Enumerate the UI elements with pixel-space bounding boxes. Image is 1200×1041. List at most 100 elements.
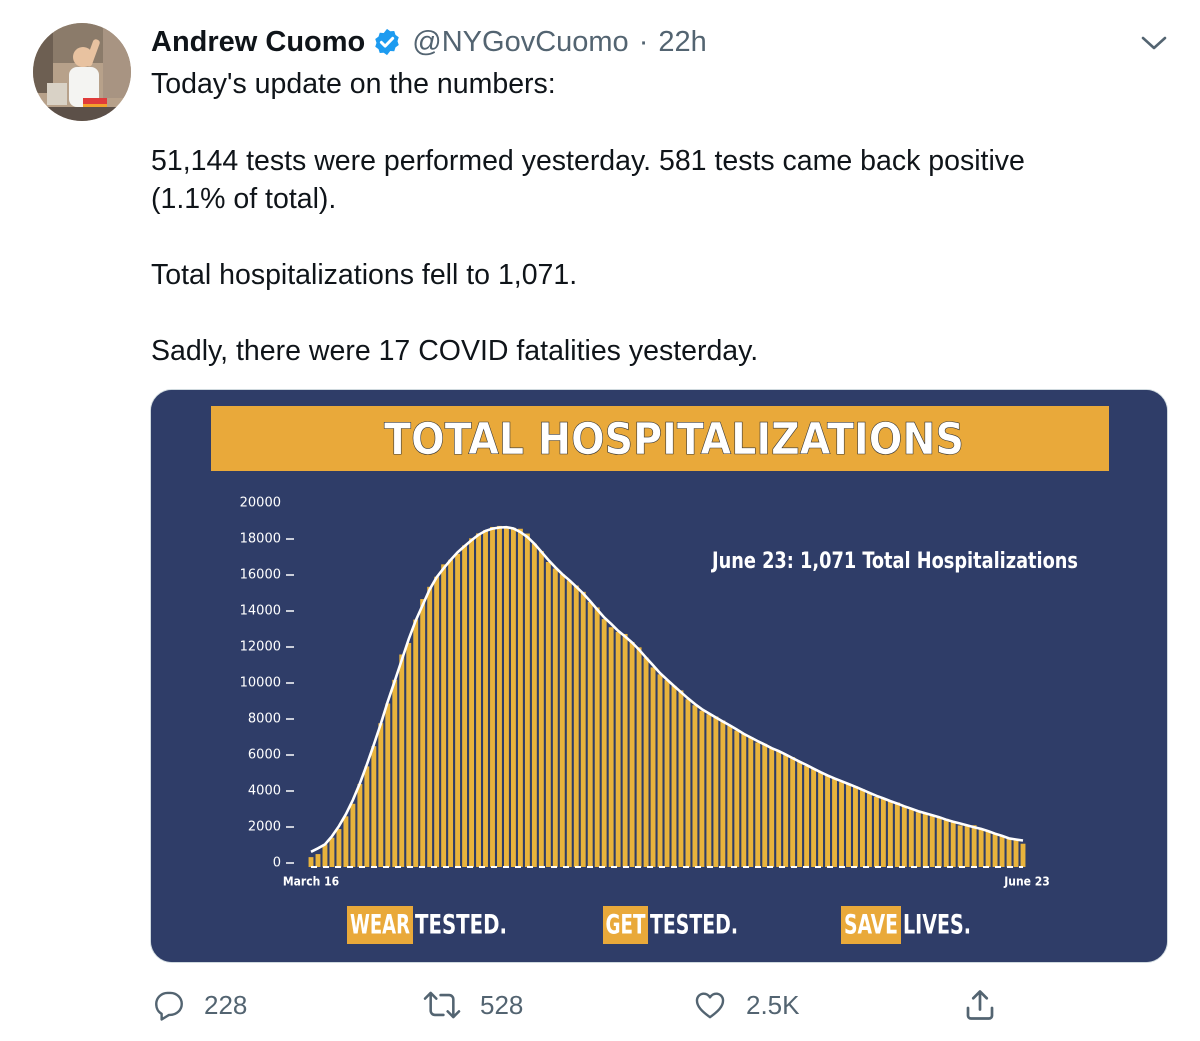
tweet-text-line: Sadly, there were 17 COVID fatalities ye… (151, 335, 759, 367)
bar (985, 831, 991, 867)
bar (727, 725, 733, 867)
author-handle[interactable]: @NYGovCuomo (412, 25, 629, 58)
bar (580, 591, 586, 867)
bar (832, 779, 837, 867)
heart-icon (695, 992, 725, 1019)
slogan-highlight-word: GET (606, 910, 646, 941)
reply-button[interactable]: 228 (152, 980, 247, 1030)
bar (392, 679, 398, 867)
bar (622, 633, 628, 867)
y-tick-label: 0 (273, 856, 281, 871)
tweet-media-card[interactable]: TOTAL HOSPITALIZATIONS June 23: 1,071 To… (150, 389, 1168, 963)
bar (552, 568, 558, 867)
bar (476, 533, 481, 867)
author-name[interactable]: Andrew Cuomo (151, 25, 366, 58)
bar (720, 720, 726, 867)
avatar-photo (33, 23, 131, 121)
retweet-count: 528 (480, 989, 524, 1020)
tweet-header: Andrew Cuomo @NYGovCuomo · 22h (151, 22, 707, 62)
bar (441, 564, 447, 867)
bar (797, 761, 803, 867)
bar (413, 619, 419, 867)
slogan-highlight-box (603, 906, 648, 944)
bar (469, 538, 474, 867)
bar (866, 792, 872, 867)
bar (957, 825, 963, 867)
bar (322, 844, 328, 867)
bar (308, 857, 314, 867)
y-tick-label: 6000 (248, 748, 281, 763)
chart-title-banner (211, 406, 1109, 471)
bar (839, 782, 844, 867)
bar (497, 525, 502, 867)
share-button[interactable] (962, 980, 998, 1030)
bar (371, 746, 377, 867)
slogan-highlight-box (347, 906, 413, 944)
bar (420, 599, 426, 867)
bar (860, 789, 865, 867)
bar (804, 765, 810, 867)
bar (434, 576, 440, 867)
bar (566, 580, 572, 867)
bar (629, 642, 635, 867)
bar (329, 837, 335, 867)
bar (671, 685, 677, 867)
bar (894, 802, 900, 867)
bar (573, 585, 579, 867)
bar (364, 766, 370, 867)
y-tick-label: 16000 (240, 568, 281, 583)
bar (657, 674, 663, 867)
slogan-get-tested: GET TESTED. (603, 906, 738, 944)
bar (357, 784, 363, 867)
bar (901, 806, 907, 867)
tweet-text-line: Today's update on the numbers: (151, 68, 556, 100)
bar (462, 545, 468, 867)
y-tick-label: 8000 (248, 712, 281, 727)
slogan-wear-a-mask: WEAR TESTED. (347, 906, 507, 944)
x-tick-label: March 16 (283, 875, 339, 889)
chart-annotation: June 23: 1,071 Total Hospitalizations (710, 549, 1078, 574)
slogan-highlight-box (841, 906, 901, 944)
bar (971, 825, 977, 867)
bar (455, 553, 461, 867)
hospitalizations-chart: TOTAL HOSPITALIZATIONS June 23: 1,071 To… (151, 390, 1167, 962)
bar (755, 742, 761, 867)
bar (399, 654, 405, 867)
bar (706, 714, 712, 867)
bar (873, 797, 879, 867)
bar (406, 642, 412, 867)
slogan-save-lives: SAVE LIVES. (841, 906, 971, 944)
chevron-down-icon[interactable] (1136, 28, 1172, 58)
bar (692, 705, 698, 867)
bar (908, 809, 914, 867)
bar (943, 818, 949, 867)
bar (538, 551, 544, 867)
bar (350, 803, 356, 867)
tweet-timestamp[interactable]: 22h (658, 25, 707, 58)
bar (385, 703, 391, 867)
share-icon (966, 990, 994, 1020)
bar (811, 768, 817, 867)
avatar[interactable] (33, 23, 131, 121)
bar (608, 627, 614, 867)
y-tick-label: 10000 (240, 676, 281, 691)
bar (818, 772, 824, 867)
bar (978, 828, 984, 867)
bar (378, 723, 384, 867)
retweet-button[interactable]: 528 (422, 980, 523, 1030)
y-tick-label: 18000 (240, 532, 281, 547)
bar (999, 836, 1005, 867)
like-button[interactable]: 2.5K (692, 980, 800, 1030)
bar (880, 798, 886, 867)
bar (601, 619, 607, 867)
bar (678, 690, 684, 867)
bar (790, 757, 796, 867)
y-tick-label: 2000 (248, 820, 281, 835)
like-count: 2.5K (746, 989, 800, 1020)
bar (776, 751, 782, 867)
bar (853, 786, 858, 867)
bar (490, 526, 495, 867)
bar (769, 748, 775, 867)
bar (504, 526, 509, 867)
bar (643, 657, 649, 867)
